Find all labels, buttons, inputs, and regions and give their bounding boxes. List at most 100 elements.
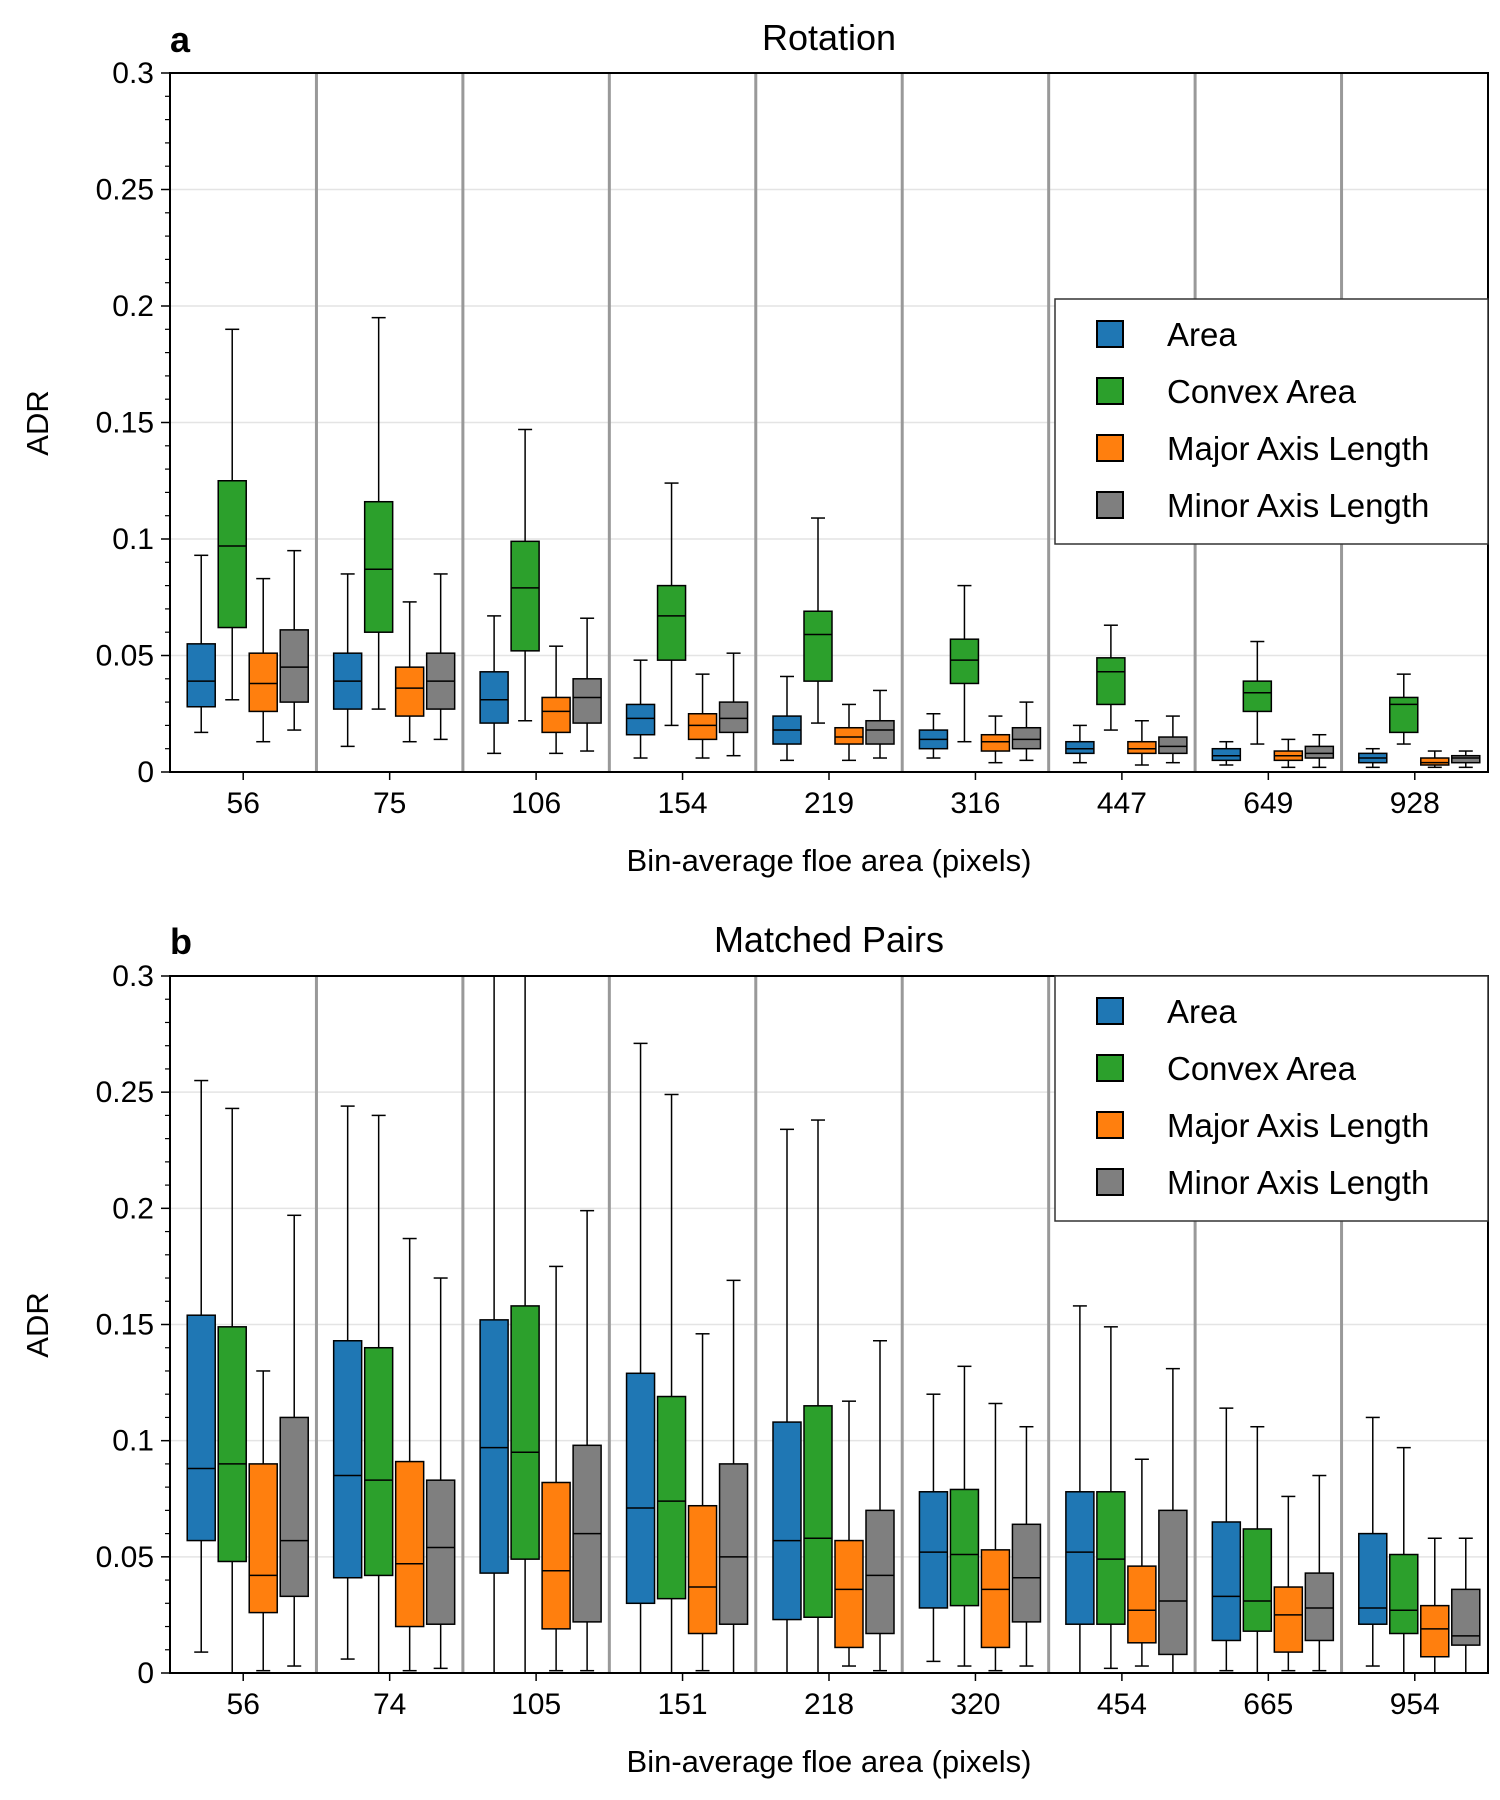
box-area bbox=[1358, 747, 1388, 769]
box-iqr bbox=[625, 1372, 656, 1605]
x-tick-label: 316 bbox=[950, 787, 1000, 820]
box-minor-axis-length bbox=[1158, 715, 1188, 764]
box-convex-area bbox=[949, 584, 980, 743]
panel-label: a bbox=[170, 19, 191, 60]
box-iqr bbox=[980, 1549, 1011, 1649]
x-tick-label: 665 bbox=[1243, 1688, 1293, 1721]
x-tick-label: 75 bbox=[373, 787, 406, 820]
x-axis-label: Bin-average floe area (pixels) bbox=[627, 843, 1032, 878]
box-minor-axis-length bbox=[1451, 750, 1481, 769]
box-iqr bbox=[1011, 726, 1042, 750]
panel-title: Matched Pairs bbox=[714, 919, 944, 960]
box-iqr bbox=[1420, 1604, 1450, 1658]
box-iqr bbox=[949, 638, 980, 685]
box-minor-axis-length bbox=[718, 652, 749, 757]
x-tick-label: 151 bbox=[658, 1688, 708, 1721]
box-area bbox=[1065, 1305, 1095, 1673]
box-iqr bbox=[479, 671, 509, 724]
box-iqr bbox=[1420, 757, 1450, 766]
box-iqr bbox=[217, 480, 247, 629]
box-convex-area bbox=[363, 1114, 394, 1673]
box-iqr bbox=[1065, 740, 1095, 755]
box-iqr bbox=[718, 1463, 749, 1625]
y-axis-label: ADR bbox=[20, 390, 55, 455]
box-iqr bbox=[656, 1395, 687, 1600]
box-iqr bbox=[1389, 1553, 1419, 1635]
box-iqr bbox=[510, 540, 540, 652]
y-tick-label: 0.15 bbox=[96, 1309, 154, 1342]
box-convex-area bbox=[656, 1093, 687, 1673]
box-iqr bbox=[1451, 754, 1481, 764]
box-iqr bbox=[687, 1504, 718, 1635]
box-iqr bbox=[1304, 745, 1335, 759]
box-convex-area bbox=[1096, 624, 1126, 731]
legend-swatch-major-axis-length bbox=[1096, 434, 1124, 462]
box-iqr bbox=[541, 696, 571, 734]
box-major-axis-length bbox=[394, 601, 425, 743]
box-iqr bbox=[834, 1539, 864, 1649]
box-iqr bbox=[279, 629, 309, 703]
box-major-axis-length bbox=[834, 703, 864, 762]
box-iqr bbox=[1358, 1532, 1388, 1625]
legend-label-minor-axis-length: Minor Axis Length bbox=[1167, 1164, 1429, 1201]
box-minor-axis-length bbox=[1304, 733, 1335, 769]
box-area bbox=[918, 1393, 949, 1663]
box-iqr bbox=[1158, 1509, 1188, 1656]
x-tick-label: 454 bbox=[1097, 1688, 1147, 1721]
x-tick-label: 649 bbox=[1243, 787, 1293, 820]
x-tick-label: 320 bbox=[950, 1688, 1000, 1721]
box-iqr bbox=[1242, 680, 1273, 713]
box-major-axis-length bbox=[687, 673, 718, 759]
box-iqr bbox=[1273, 1586, 1304, 1653]
x-tick-label: 154 bbox=[658, 787, 708, 820]
box-minor-axis-length bbox=[279, 549, 309, 731]
y-tick-label: 0.25 bbox=[96, 1076, 154, 1109]
box-iqr bbox=[1096, 657, 1126, 706]
box-convex-area bbox=[217, 328, 247, 701]
box-iqr bbox=[425, 1479, 456, 1625]
box-iqr bbox=[572, 678, 602, 724]
box-iqr bbox=[1065, 1491, 1095, 1625]
box-iqr bbox=[1211, 747, 1242, 762]
box-major-axis-length bbox=[687, 1333, 718, 1672]
box-iqr bbox=[1127, 740, 1157, 755]
box-convex-area bbox=[1096, 1326, 1126, 1670]
box-iqr bbox=[479, 1319, 509, 1574]
x-tick-label: 219 bbox=[804, 787, 854, 820]
box-iqr bbox=[541, 1481, 571, 1630]
box-iqr bbox=[186, 643, 216, 708]
y-tick-label: 0.2 bbox=[112, 290, 154, 323]
y-tick-label: 0.05 bbox=[96, 1541, 154, 1574]
box-minor-axis-length bbox=[1011, 1425, 1042, 1667]
legend-label-convex-area: Convex Area bbox=[1167, 373, 1357, 410]
box-area bbox=[479, 615, 509, 755]
box-convex-area bbox=[656, 482, 687, 727]
panel-label: b bbox=[170, 921, 192, 962]
box-major-axis-length bbox=[1127, 719, 1157, 766]
legend-swatch-area bbox=[1096, 320, 1124, 348]
legend-frame bbox=[1054, 298, 1489, 545]
legend-swatch-minor-axis-length bbox=[1096, 1168, 1124, 1196]
box-minor-axis-length bbox=[865, 689, 895, 759]
box-minor-axis-length bbox=[425, 573, 456, 741]
box-convex-area bbox=[949, 1365, 980, 1667]
box-convex-area bbox=[1389, 673, 1419, 745]
box-iqr bbox=[834, 726, 864, 745]
box-iqr bbox=[1158, 736, 1188, 755]
box-area bbox=[186, 554, 216, 734]
x-tick-label: 56 bbox=[227, 1688, 260, 1721]
box-area bbox=[332, 573, 363, 748]
box-convex-area bbox=[510, 976, 540, 1673]
legend-label-minor-axis-length: Minor Axis Length bbox=[1167, 487, 1429, 524]
legend-swatch-convex-area bbox=[1096, 1054, 1124, 1082]
box-iqr bbox=[625, 703, 656, 736]
y-tick-label: 0.3 bbox=[112, 960, 154, 993]
box-iqr bbox=[217, 1326, 247, 1563]
box-major-axis-length bbox=[980, 1402, 1011, 1672]
legend-label-major-axis-length: Major Axis Length bbox=[1167, 1107, 1429, 1144]
y-tick-label: 0.05 bbox=[96, 640, 154, 673]
box-iqr bbox=[1451, 1588, 1481, 1646]
box-minor-axis-length bbox=[425, 1277, 456, 1670]
box-area bbox=[772, 1128, 802, 1673]
boxes-layer bbox=[186, 316, 1481, 769]
